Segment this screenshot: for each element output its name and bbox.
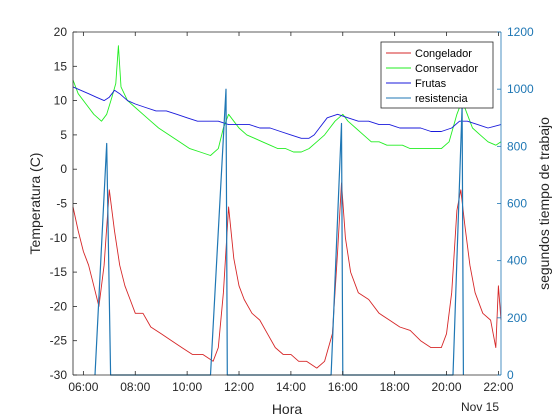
y-tick-label-left: 15 bbox=[54, 59, 68, 73]
x-tick-label: 14:00 bbox=[276, 380, 306, 394]
y-tick-label-right: 0 bbox=[507, 368, 514, 382]
y-axis-title-left: Temperatura (C) bbox=[27, 153, 43, 255]
legend-label-resistencia: resistencia bbox=[415, 93, 468, 105]
y-tick-label-left: 0 bbox=[60, 162, 67, 176]
legend-label-conservador: Conservador bbox=[415, 63, 478, 75]
x-tick-label: 18:00 bbox=[380, 380, 410, 394]
y-tick-label-right: 800 bbox=[507, 139, 527, 153]
x-tick-label: 12:00 bbox=[224, 380, 254, 394]
series-line-frutas bbox=[72, 86, 502, 139]
legend-label-frutas: Frutas bbox=[415, 78, 447, 90]
y-tick-label-left: -5 bbox=[56, 197, 67, 211]
y-tick-label-left: -10 bbox=[50, 231, 68, 245]
x-tick-label: 10:00 bbox=[172, 380, 202, 394]
x-tick-label: 22:00 bbox=[483, 380, 513, 394]
legend-label-congelador: Congelador bbox=[415, 48, 472, 60]
y-tick-label-left: 5 bbox=[60, 128, 67, 142]
y-tick-label-right: 600 bbox=[507, 197, 527, 211]
y-axis-title-right: segundos tiempo de trabajo bbox=[536, 117, 552, 290]
y-tick-label-left: 20 bbox=[54, 25, 68, 39]
y-tick-label-right: 200 bbox=[507, 311, 527, 325]
date-label: Nov 15 bbox=[461, 400, 499, 414]
y-tick-label-right: 400 bbox=[507, 254, 527, 268]
y-tick-label-left: -25 bbox=[50, 334, 68, 348]
x-axis-title: Hora bbox=[272, 401, 303, 417]
y-tick-label-left: -30 bbox=[50, 368, 68, 382]
y-tick-label-left: -20 bbox=[50, 299, 68, 313]
x-tick-label: 06:00 bbox=[68, 380, 98, 394]
ticks-layer: 06:00 08:00 10:00 12:00 14:00 16:00 18:00 20:00… bbox=[50, 25, 534, 394]
x-tick-label: 20:00 bbox=[432, 380, 462, 394]
x-tick-label: 16:00 bbox=[328, 380, 358, 394]
x-tick-label: 08:00 bbox=[120, 380, 150, 394]
y-tick-label-right: 1200 bbox=[507, 25, 534, 39]
legend: Congelador Conservador Frutas resistencia bbox=[380, 41, 494, 109]
y-tick-label-right: 1000 bbox=[507, 82, 534, 96]
y-tick-label-left: 10 bbox=[54, 94, 68, 108]
series-line-congelador bbox=[72, 182, 502, 369]
y-tick-label-left: -15 bbox=[50, 265, 68, 279]
